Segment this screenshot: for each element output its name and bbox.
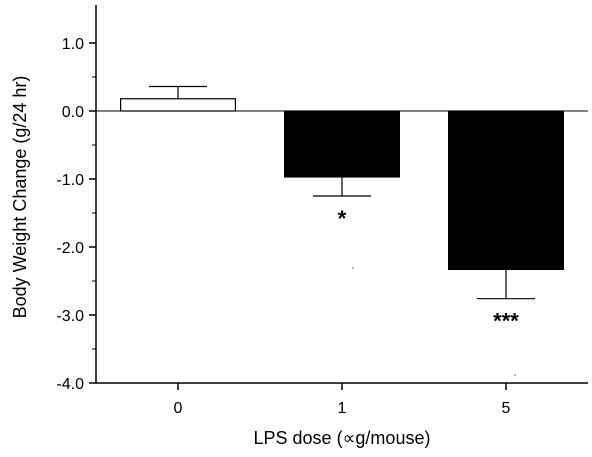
x-ticks: 0 1 5	[174, 383, 511, 417]
significance-label: *	[338, 206, 347, 231]
x-axis-title: LPS dose (∝g/mouse)	[254, 428, 431, 448]
y-tick-label: -4.0	[56, 376, 84, 393]
stray-dot	[514, 374, 516, 376]
y-axis-title: Body Weight Change (g/24 hr)	[10, 76, 30, 319]
significance-labels: ****	[338, 206, 520, 334]
significance-label: ***	[493, 309, 519, 334]
error-bars	[149, 85, 535, 300]
stray-dot	[352, 267, 354, 269]
bars	[119, 98, 565, 271]
y-tick-label: 1.0	[62, 36, 84, 53]
x-tick-label: 0	[174, 400, 183, 417]
x-tick-label: 5	[502, 400, 511, 417]
x-tick-label: 1	[338, 400, 347, 417]
y-tick-label: -3.0	[56, 308, 84, 325]
bar	[119, 98, 237, 112]
y-ticks: 1.0 0.0 -1.0 -2.0 -3.0 -4.0	[56, 36, 96, 393]
bar	[284, 110, 401, 178]
y-tick-label: -2.0	[56, 240, 84, 257]
bar	[448, 110, 565, 271]
y-tick-label: 0.0	[62, 104, 84, 121]
y-tick-label: -1.0	[56, 172, 84, 189]
